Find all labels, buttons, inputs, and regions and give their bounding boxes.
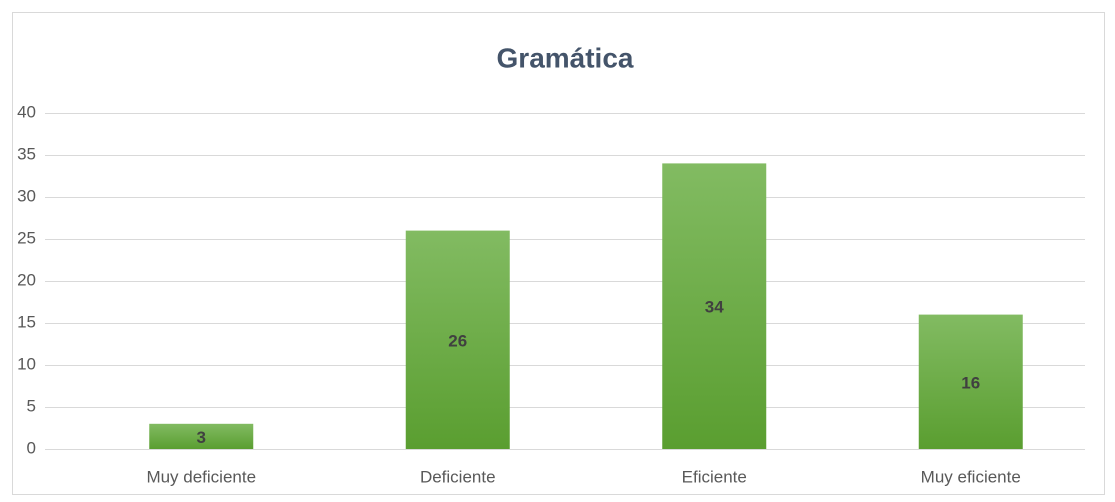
bar xyxy=(662,163,767,449)
y-tick-label: 10 xyxy=(17,354,36,373)
chart-title: Gramática xyxy=(497,42,634,73)
y-tick-label: 15 xyxy=(17,312,36,331)
y-tick-label: 20 xyxy=(17,270,36,289)
x-tick-label: Muy deficiente xyxy=(146,467,256,486)
y-tick-label: 35 xyxy=(17,144,36,163)
bar xyxy=(149,423,254,449)
data-label: 34 xyxy=(705,298,724,317)
bar xyxy=(405,230,510,449)
y-tick-label: 30 xyxy=(17,186,36,205)
data-label: 3 xyxy=(197,428,206,447)
data-label: 26 xyxy=(448,331,467,350)
bar xyxy=(918,314,1023,449)
x-tick-label: Deficiente xyxy=(420,467,496,486)
x-tick-label: Eficiente xyxy=(682,467,747,486)
y-tick-label: 40 xyxy=(17,102,36,121)
x-tick-label: Muy eficiente xyxy=(921,467,1021,486)
y-tick-label: 0 xyxy=(27,438,36,457)
y-tick-label: 25 xyxy=(17,228,36,247)
data-label: 16 xyxy=(961,373,980,392)
y-tick-label: 5 xyxy=(27,396,36,415)
